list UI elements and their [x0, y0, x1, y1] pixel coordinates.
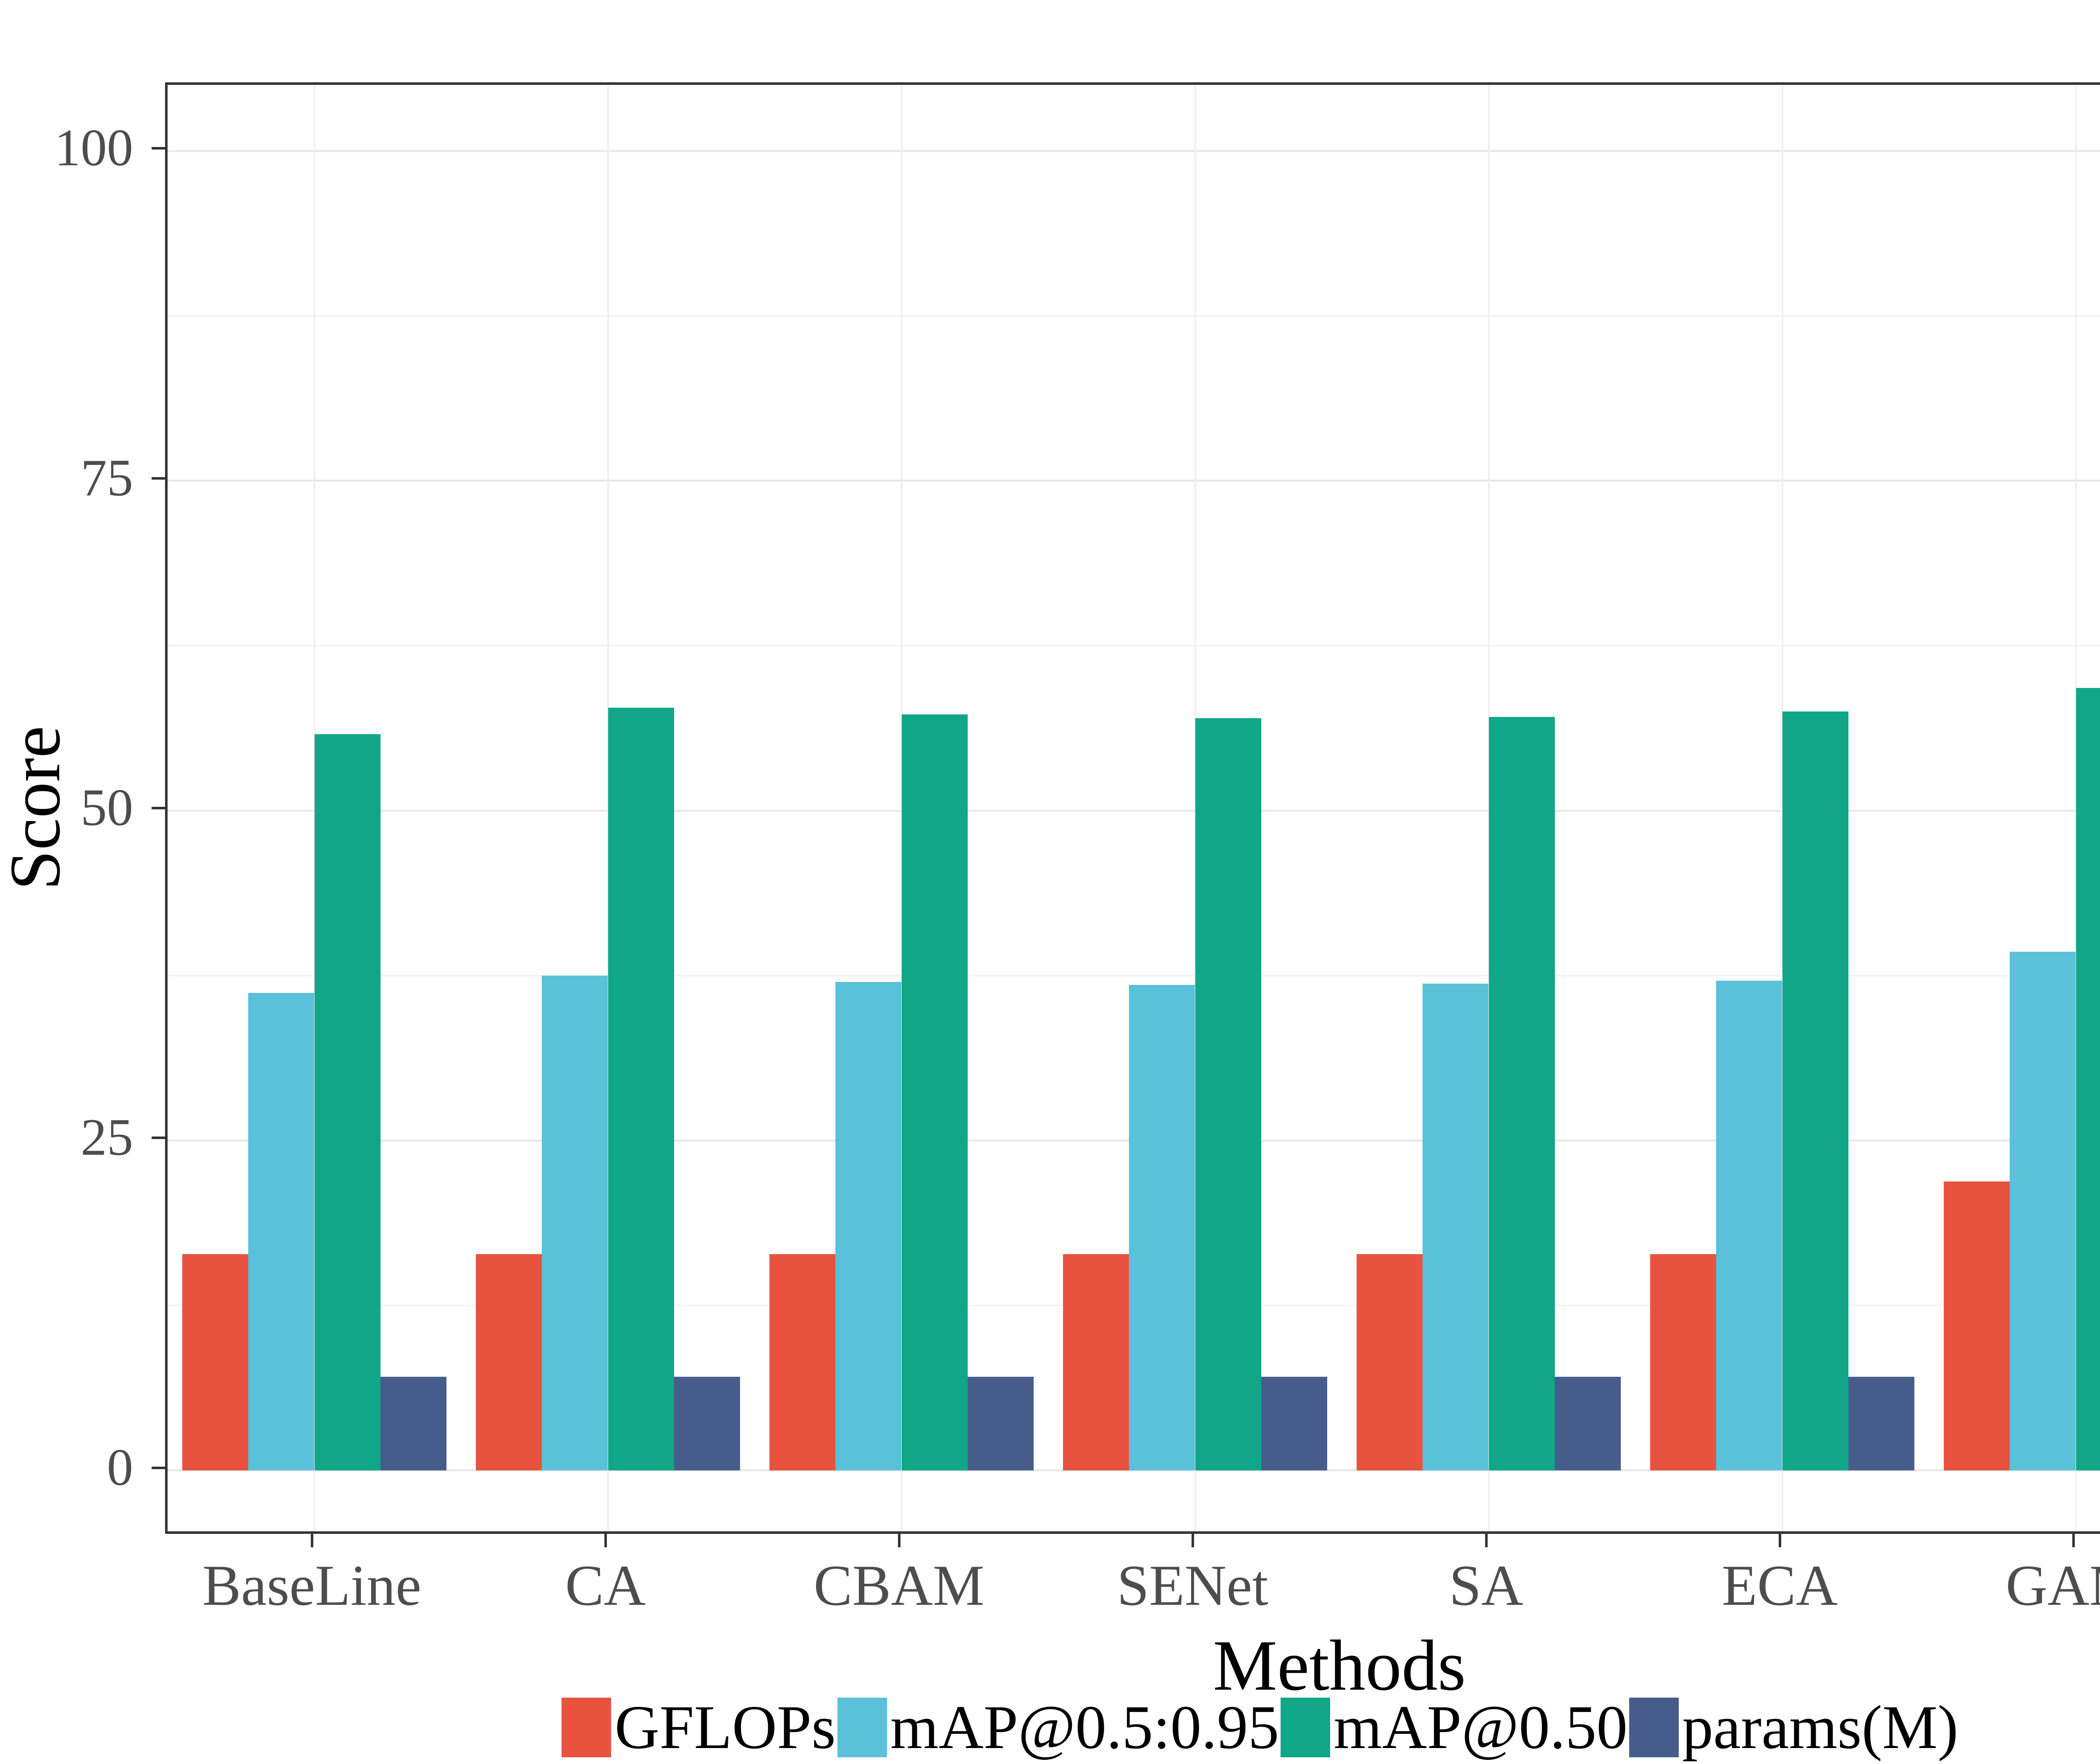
x-tick-label: CA — [565, 1553, 646, 1617]
bar-params-m--cbam — [967, 1376, 1034, 1470]
legend-label: GFLOPs — [614, 1693, 836, 1762]
bar-params-m--ca — [674, 1376, 740, 1470]
legend-color-swatch — [837, 1698, 887, 1757]
y-tick-mark — [152, 477, 165, 480]
y-tick-label: 100 — [54, 119, 134, 177]
bar-gflops-ca — [475, 1254, 542, 1470]
gridline-major — [168, 1469, 2100, 1472]
gridline-major — [168, 150, 2100, 152]
x-tick-mark — [604, 1534, 607, 1547]
x-tick-label: ECA — [1722, 1553, 1838, 1617]
y-tick-label: 25 — [81, 1108, 133, 1167]
x-tick-mark — [1485, 1534, 1488, 1547]
bar-params-m--eca — [1848, 1376, 1915, 1470]
x-axis-tick-labels: BaseLineCACBAMSENetSAECAGAMSKNet — [165, 1557, 2100, 1632]
chart-panel — [165, 82, 2100, 1534]
bar-map-0-50-sa — [1488, 717, 1555, 1470]
x-tick-mark — [310, 1534, 313, 1547]
bar-map-0-5-0-95-gam — [2010, 952, 2076, 1470]
x-tick-mark — [2072, 1534, 2075, 1547]
y-tick-label: 50 — [81, 779, 133, 837]
y-tick-mark — [152, 1466, 165, 1469]
x-tick-label: SENet — [1117, 1553, 1268, 1617]
legend-item: mAP@0.50 — [1281, 1696, 1628, 1759]
gridline-minor — [168, 315, 2100, 317]
y-axis-tick-labels: 0 25 50 75 100 — [0, 82, 145, 1534]
y-tick-mark — [152, 807, 165, 809]
x-tick-label: SA — [1449, 1553, 1523, 1617]
bar-gflops-eca — [1650, 1254, 1717, 1470]
bar-gflops-baseline — [182, 1254, 249, 1470]
bar-gflops-gam — [1943, 1181, 2010, 1470]
chart-legend: GFLOPs mAP@0.5:0.95 mAP@0.50 params(M) — [0, 1692, 2100, 1763]
x-tick-label: CBAM — [814, 1553, 984, 1617]
bar-map-0-5-0-95-cbam — [835, 982, 902, 1470]
legend-label: params(M) — [1682, 1693, 1958, 1762]
legend-item: GFLOPs — [562, 1693, 836, 1762]
legend-item: params(M) — [1629, 1696, 1958, 1759]
legend-color-swatch — [562, 1698, 612, 1757]
bar-gflops-cbam — [769, 1254, 836, 1470]
y-tick-mark — [152, 1137, 165, 1139]
bar-map-0-5-0-95-baseline — [248, 992, 315, 1470]
legend-item: mAP@0.5:0.95 — [837, 1696, 1279, 1759]
x-tick-label: BaseLine — [202, 1553, 422, 1617]
bar-map-0-50-gam — [2076, 688, 2100, 1470]
bar-map-0-50-ca — [608, 707, 674, 1470]
bar-map-0-50-senet — [1195, 718, 1261, 1470]
x-tick-mark — [898, 1534, 900, 1547]
gridline-major — [168, 809, 2100, 812]
bar-map-0-50-eca — [1782, 711, 1848, 1470]
legend-color-swatch — [1629, 1698, 1679, 1757]
bar-map-0-5-0-95-senet — [1129, 984, 1195, 1470]
legend-label: mAP@0.50 — [1334, 1693, 1628, 1762]
gridline-minor — [168, 974, 2100, 976]
y-tick-label: 0 — [107, 1438, 134, 1497]
bar-gflops-sa — [1356, 1254, 1423, 1470]
gridline-minor — [168, 645, 2100, 647]
x-axis-title: Methods — [1213, 1626, 1466, 1706]
x-tick-label: GAM — [2006, 1553, 2100, 1617]
bar-map-0-50-baseline — [314, 734, 381, 1470]
gridline-major — [168, 480, 2100, 482]
legend-color-swatch — [1281, 1698, 1331, 1757]
bar-params-m--senet — [1261, 1376, 1328, 1470]
x-tick-mark — [1191, 1534, 1194, 1547]
y-tick-mark — [152, 147, 165, 150]
bar-map-0-5-0-95-sa — [1423, 983, 1489, 1470]
bar-params-m--sa — [1554, 1376, 1621, 1470]
x-tick-mark — [1778, 1534, 1781, 1547]
bar-map-0-5-0-95-eca — [1716, 981, 1782, 1470]
bar-map-0-5-0-95-ca — [542, 975, 608, 1470]
y-tick-label: 75 — [81, 449, 133, 507]
legend-label: mAP@0.5:0.95 — [890, 1693, 1279, 1762]
bar-map-0-50-cbam — [901, 714, 968, 1470]
bar-params-m--baseline — [380, 1376, 447, 1470]
bar-gflops-senet — [1063, 1254, 1129, 1470]
